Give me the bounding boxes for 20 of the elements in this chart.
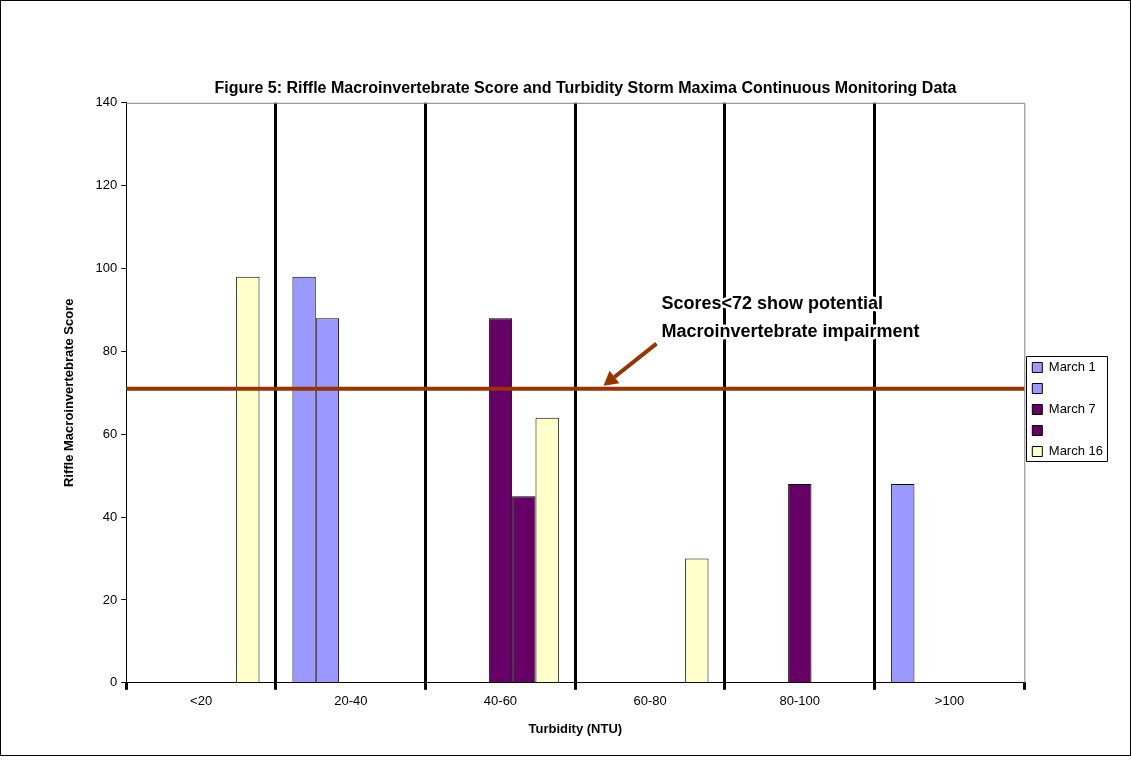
x-tick-label: 80-100 xyxy=(779,693,821,709)
y-tick-label: 100 xyxy=(95,260,118,276)
y-axis-title: Riffle Macroinvertebrate Score xyxy=(61,298,77,488)
y-tick-label: 0 xyxy=(110,674,118,690)
y-tick-label: 60 xyxy=(102,425,118,441)
x-tick-label: <20 xyxy=(190,693,213,709)
legend-label: March 16 xyxy=(1048,443,1104,459)
y-tick-label: 140 xyxy=(95,94,118,110)
x-axis-title: Turbidity (NTU) xyxy=(528,720,623,736)
legend-label: March 1 xyxy=(1048,359,1096,375)
x-tick-label: >100 xyxy=(934,693,965,709)
chart-title: Figure 5: Riffle Macroinvertebrate Score and Turbidity Storm Maxima Continuous Monitoring Data xyxy=(214,78,957,96)
legend-label: March 7 xyxy=(1048,401,1096,417)
x-tick-label: 60-80 xyxy=(633,693,667,709)
y-tick-label: 40 xyxy=(102,508,118,524)
x-tick-label: 20-40 xyxy=(334,693,368,709)
x-tick-label: 40-60 xyxy=(483,693,518,709)
y-tick-label: 120 xyxy=(95,177,118,193)
y-tick-label: 20 xyxy=(102,591,118,607)
y-tick-label: 80 xyxy=(102,342,118,358)
